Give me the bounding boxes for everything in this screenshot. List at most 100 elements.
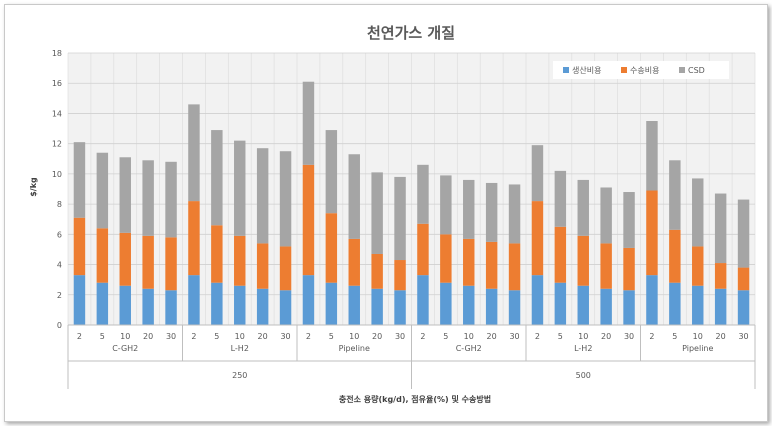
x-tick-label: 5 — [672, 332, 677, 341]
bar-segment-transport — [394, 260, 406, 291]
bar-segment-transport — [348, 238, 360, 286]
x-tick-label: 30 — [624, 332, 634, 341]
bar-segment-transport — [554, 226, 567, 283]
bar-segment-csd — [211, 130, 223, 226]
bar-segment-production — [211, 282, 223, 325]
bar-segment-production — [325, 282, 338, 325]
bar-segment-csd — [463, 179, 475, 239]
x-tick-label: 20 — [716, 332, 726, 341]
x-tick-label: 30 — [738, 332, 748, 341]
bar-segment-production — [96, 282, 109, 325]
bar-segment-production — [623, 290, 635, 325]
bar-segment-csd — [577, 179, 589, 236]
bar-segment-csd — [96, 152, 109, 229]
bar-segment-production — [669, 282, 681, 325]
x-tick-label: 20 — [601, 332, 611, 341]
bar-segment-transport — [165, 237, 177, 291]
bar-segment-csd — [279, 151, 292, 247]
bar-segment-csd — [302, 81, 315, 165]
x-tick-label: 2 — [420, 332, 425, 341]
bar-segment-transport — [440, 234, 452, 283]
legend-entry: 생산비용 — [572, 65, 601, 75]
x-tick-label: 2 — [649, 332, 654, 341]
bar-segment-transport — [211, 225, 223, 283]
bar-segment-production — [348, 285, 360, 325]
bar-segment-production — [234, 285, 246, 325]
bar-segment-transport — [737, 267, 750, 291]
bar-segment-production — [600, 288, 612, 325]
legend-swatch — [563, 67, 569, 73]
bar-segment-transport — [119, 232, 131, 286]
bar-segment-csd — [417, 164, 429, 224]
group-label-transport: Pipeline — [682, 344, 713, 353]
bar-segment-production — [485, 288, 498, 325]
bar-segment-csd — [371, 172, 383, 254]
x-tick-label: 20 — [372, 332, 382, 341]
bar-segment-production — [577, 285, 589, 325]
bar-segment-transport — [96, 228, 109, 283]
x-tick-label: 5 — [329, 332, 334, 341]
bar-segment-production — [119, 285, 131, 325]
bar-segment-csd — [531, 145, 544, 202]
y-tick-label: 0 — [57, 321, 62, 330]
legend-entry: 수송비용 — [630, 66, 659, 75]
x-tick-label: 2 — [306, 332, 311, 341]
x-tick-label: 5 — [100, 332, 105, 341]
bar-segment-production — [371, 288, 383, 325]
group-label-transport: L-H2 — [574, 344, 592, 353]
x-tick-label: 20 — [258, 332, 268, 341]
bar-segment-production — [279, 290, 292, 325]
x-tick-label: 2 — [77, 332, 82, 341]
bar-segment-transport — [234, 235, 246, 286]
bar-segment-csd — [119, 157, 131, 233]
bar-segment-transport — [325, 213, 338, 283]
bar-segment-transport — [371, 253, 383, 289]
x-tick-label: 30 — [280, 332, 290, 341]
bar-segment-csd — [188, 104, 200, 202]
bar-segment-production — [165, 290, 177, 325]
bar-segment-csd — [394, 176, 406, 261]
bar-segment-csd — [165, 161, 177, 238]
bar-segment-transport — [531, 201, 544, 276]
bar-segment-transport — [256, 243, 269, 289]
bar-segment-production — [394, 290, 406, 325]
bar-segment-production — [142, 288, 154, 325]
chart-frame: 0 2 4 6 8 10 12 14 16 18 2 5 10 20 30 2 5 10 20 30 2 5 10 20 30 2… — [4, 4, 768, 422]
legend: 생산비용 수송비용 CSD — [553, 61, 729, 79]
x-tick-label: 5 — [443, 332, 448, 341]
chart-title: 천연가스 개질 — [367, 24, 455, 42]
bar-segment-production — [302, 275, 315, 325]
bar-segment-production — [188, 275, 200, 325]
legend-swatch — [679, 67, 685, 73]
bar-segment-csd — [737, 199, 750, 268]
bar-segment-csd — [440, 175, 452, 235]
group-label-capacity: 500 — [576, 371, 591, 380]
bar-segment-transport — [714, 263, 727, 289]
bar-segment-csd — [142, 160, 154, 236]
group-label-transport: Pipeline — [339, 344, 370, 353]
legend-box — [553, 61, 729, 79]
bar-segment-transport — [417, 223, 429, 276]
bar-segment-production — [463, 285, 475, 325]
group-label-transport: C-GH2 — [456, 344, 482, 353]
bar-segment-transport — [188, 201, 200, 276]
bar-segment-csd — [554, 170, 567, 227]
bar-segment-transport — [577, 235, 589, 286]
group-label-capacity: 250 — [232, 371, 247, 380]
y-tick-label: 16 — [52, 79, 62, 88]
bar-segment-transport — [142, 235, 154, 289]
x-tick-label: 10 — [235, 332, 245, 341]
x-tick-label: 10 — [120, 332, 130, 341]
bar-segment-csd — [234, 140, 246, 236]
bar-segment-production — [646, 275, 658, 325]
bar-segment-transport — [669, 229, 681, 283]
x-tick-label: 5 — [214, 332, 219, 341]
bar-segment-transport — [463, 238, 475, 286]
bar-segment-transport — [646, 190, 658, 276]
bar-segment-production — [554, 282, 567, 325]
legend-swatch — [621, 67, 627, 73]
x-tick-label: 2 — [191, 332, 196, 341]
bar-segment-transport — [692, 246, 704, 286]
bar-segment-transport — [279, 246, 292, 291]
bar-segment-transport — [485, 241, 498, 289]
